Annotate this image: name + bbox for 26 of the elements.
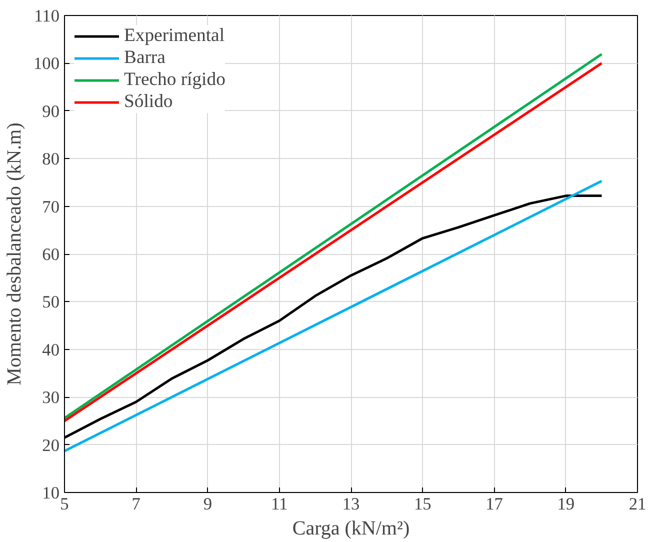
x-tick-label: 21 [628,494,646,514]
legend-label: Sólido [124,91,173,113]
legend-label: Experimental [124,25,224,47]
y-tick-label: 60 [42,245,60,264]
x-tick-label: 5 [60,494,69,514]
y-tick-label: 30 [42,388,60,408]
y-tick-label: 10 [42,484,60,502]
x-tick-label: 11 [271,494,288,514]
y-tick-label: 40 [42,340,60,360]
y-tick-label: 80 [42,150,60,169]
legend-label: Barra [124,47,166,69]
x-axis-title: Carga (kN/m²) [292,518,410,540]
x-tick-label: 7 [132,494,141,514]
y-tick-label: 20 [42,436,60,455]
x-tick-label: 9 [203,494,212,514]
y-tick-label: 110 [34,6,60,26]
legend-label: Trecho rígido [124,69,226,91]
x-tick-label: 15 [414,494,432,514]
y-tick-label: 70 [42,197,60,216]
x-tick-label: 17 [486,494,504,514]
y-tick-label: 50 [42,292,60,312]
x-tick-label: 19 [557,494,575,514]
y-tick-label: 100 [34,54,60,74]
y-tick-label: 90 [42,102,60,121]
y-axis-title: Momento desbalanceado (kN.m) [4,122,26,386]
x-tick-label: 13 [342,494,360,514]
